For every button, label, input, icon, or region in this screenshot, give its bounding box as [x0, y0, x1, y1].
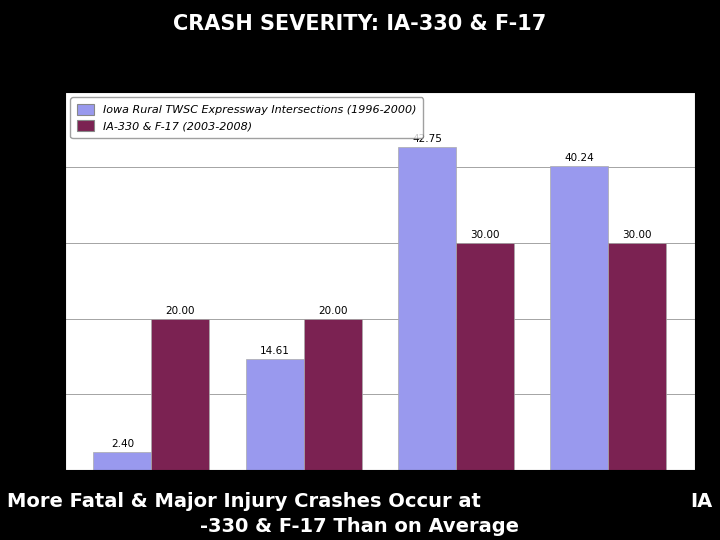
- Text: 40.24: 40.24: [564, 153, 594, 163]
- Bar: [398, 146, 456, 470]
- Bar: [608, 243, 666, 470]
- Bar: [304, 319, 361, 470]
- Bar: [94, 451, 151, 470]
- Legend: Iowa Rural TWSC Expressway Intersections (1996-2000), IA-330 & F-17 (2003-2008): Iowa Rural TWSC Expressway Intersections…: [71, 97, 423, 138]
- Text: 20.00: 20.00: [166, 306, 195, 315]
- Text: More Fatal & Major Injury Crashes Occur at: More Fatal & Major Injury Crashes Occur …: [7, 491, 481, 511]
- Text: IA: IA: [690, 491, 713, 511]
- Text: 42.75: 42.75: [412, 133, 442, 144]
- Text: -330 & F-17 Than on Average: -330 & F-17 Than on Average: [200, 517, 520, 536]
- Text: 30.00: 30.00: [623, 230, 652, 240]
- Bar: [456, 243, 514, 470]
- Text: CRASH SEVERITY: IA-330 & F-17: CRASH SEVERITY: IA-330 & F-17: [174, 14, 546, 35]
- Text: 20.00: 20.00: [318, 306, 347, 315]
- Bar: [550, 166, 608, 470]
- X-axis label: Severity Level: Severity Level: [330, 495, 430, 508]
- Bar: [246, 359, 304, 470]
- Text: 30.00: 30.00: [470, 230, 500, 240]
- Y-axis label: Percentage of Total Injury Crashes: Percentage of Total Injury Crashes: [22, 160, 35, 402]
- Bar: [151, 319, 210, 470]
- Text: 14.61: 14.61: [260, 346, 289, 356]
- Text: 2.40: 2.40: [111, 438, 134, 449]
